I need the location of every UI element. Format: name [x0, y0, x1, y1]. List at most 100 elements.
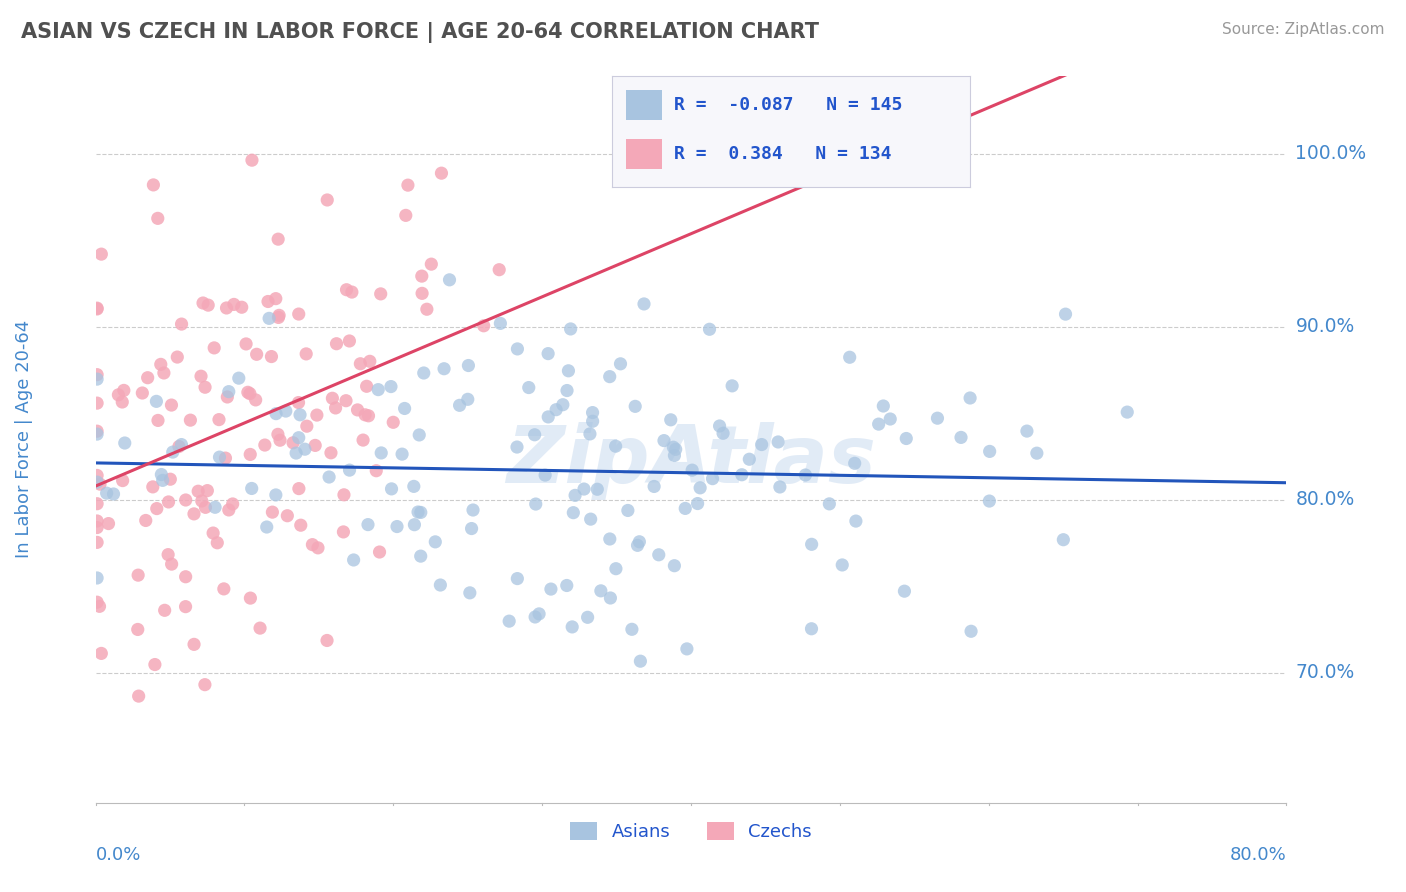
Point [274, 404, 297, 418]
Point [540, 582, 562, 596]
Point [321, 392, 343, 406]
Point [191, 296, 214, 310]
Point [439, 273, 461, 287]
Point [256, 520, 278, 534]
Point [537, 346, 560, 360]
Point [572, 482, 595, 496]
Point [628, 654, 651, 668]
Point [340, 285, 363, 299]
Point [370, 286, 392, 301]
FancyBboxPatch shape [626, 139, 662, 169]
Point [127, 568, 149, 582]
Point [231, 300, 253, 314]
Point [143, 657, 166, 672]
Point [959, 391, 981, 405]
Point [96, 486, 118, 500]
Point [228, 371, 250, 385]
Point [191, 494, 214, 508]
Point [86, 301, 108, 316]
Point [287, 307, 309, 321]
Point [325, 401, 347, 415]
Point [153, 366, 176, 380]
Point [183, 507, 205, 521]
Point [357, 409, 380, 423]
Point [86, 571, 108, 585]
Point [90, 647, 112, 661]
Point [262, 505, 284, 519]
Point [366, 464, 388, 478]
Point [628, 534, 651, 549]
Point [86, 396, 108, 410]
Point [316, 633, 339, 648]
Point [167, 440, 190, 454]
Point [689, 481, 711, 495]
Point [609, 357, 631, 371]
Point [239, 386, 262, 401]
Point [831, 558, 853, 572]
Point [276, 508, 298, 523]
Point [562, 506, 585, 520]
Point [112, 384, 135, 398]
Point [174, 493, 197, 508]
Point [86, 595, 108, 609]
Point [246, 347, 269, 361]
Point [408, 428, 430, 442]
Text: ZipAtlas: ZipAtlas [506, 422, 876, 500]
Point [194, 380, 217, 394]
Point [103, 487, 125, 501]
Point [287, 431, 309, 445]
Point [307, 541, 329, 555]
Text: R =  -0.087   N = 145: R = -0.087 N = 145 [675, 96, 903, 114]
Point [402, 479, 425, 493]
Point [264, 407, 287, 421]
Point [162, 445, 184, 459]
Point [665, 442, 688, 457]
Point [90, 247, 112, 261]
Text: 0.0%: 0.0% [96, 847, 141, 864]
Point [396, 178, 419, 193]
Point [960, 624, 983, 639]
Point [579, 512, 602, 526]
Point [128, 689, 150, 703]
Point [142, 480, 165, 494]
Point [524, 610, 547, 624]
Point [335, 393, 357, 408]
Point [457, 359, 479, 373]
Point [838, 351, 860, 365]
Point [702, 472, 724, 486]
Point [235, 337, 257, 351]
Point [290, 518, 312, 533]
Point [249, 621, 271, 635]
Point [167, 31, 190, 45]
Point [264, 488, 287, 502]
Text: 70.0%: 70.0% [1295, 664, 1354, 682]
Point [599, 369, 621, 384]
Point [318, 470, 340, 484]
Point [157, 548, 180, 562]
Point [429, 578, 451, 592]
Point [555, 384, 578, 398]
Point [769, 480, 792, 494]
Point [174, 570, 197, 584]
Point [160, 398, 183, 412]
Point [605, 562, 627, 576]
Point [179, 413, 201, 427]
Point [86, 424, 108, 438]
Text: 80.0%: 80.0% [1230, 847, 1286, 864]
Point [346, 403, 368, 417]
Point [111, 474, 134, 488]
Point [404, 517, 426, 532]
Point [288, 408, 311, 422]
Point [648, 548, 671, 562]
Point [617, 503, 640, 517]
Point [664, 449, 686, 463]
Point [818, 497, 841, 511]
Point [420, 257, 443, 271]
Point [183, 637, 205, 651]
Point [267, 232, 290, 246]
Point [380, 482, 402, 496]
Point [896, 432, 918, 446]
Point [489, 317, 512, 331]
Point [339, 334, 361, 348]
Point [950, 430, 973, 444]
